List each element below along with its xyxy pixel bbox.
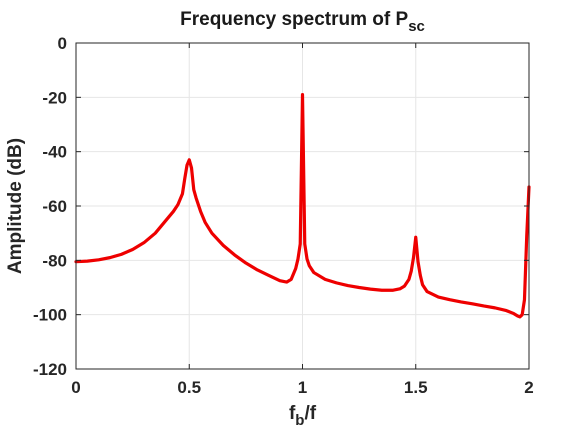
y-tick-label: -120 [33,360,67,379]
data-point [256,269,258,271]
data-point [297,258,299,260]
y-tick-label: -40 [42,143,67,162]
chart-title-subscript: sc [408,18,425,35]
data-point [369,288,372,290]
x-axis-label-subscript: b [295,412,304,429]
y-tick-labels: 0 -20 -40 -60 -80 -100 -120 [33,34,67,379]
data-point [211,232,213,234]
data-point [523,299,526,301]
data-point [313,271,315,274]
data-point [177,204,179,206]
data-point [306,258,308,260]
data-point [188,159,190,161]
axis-ticks [75,42,530,370]
x-axis-label-suffix: /f [304,403,316,424]
data-point [324,278,326,280]
data-point [358,286,360,289]
data-point [392,289,394,291]
data-point [172,210,174,213]
data-point [512,312,514,314]
x-tick-labels: 0 0.5 1 1.5 2 [71,378,533,397]
data-point [460,301,462,303]
x-tick-label: 1 [298,378,307,397]
y-axis-label: Amplitude (dB) [5,138,26,274]
chart-title: Frequency spectrum of Psc [180,9,425,35]
y-tick-label: -20 [42,88,67,107]
x-tick-label: 0 [71,378,80,397]
x-tick-label: 2 [524,378,533,397]
x-tick-label: 0.5 [177,378,201,397]
data-point [222,244,224,246]
data-point [98,259,100,261]
data-point [301,94,304,96]
data-point [193,189,195,191]
data-point [267,274,270,276]
data-point [290,278,292,280]
data-point [410,270,412,272]
data-point [308,265,310,267]
y-tick-label: -80 [42,251,67,270]
data-points [75,94,530,318]
data-point [245,262,247,264]
data-point [143,242,145,244]
data-point [166,218,168,221]
data-point [154,232,156,234]
y-tick-label: -100 [33,306,67,325]
data-point [449,299,451,301]
data-point [408,278,410,280]
x-axis-label: fb/f [289,403,317,429]
data-point [120,253,122,255]
data-point [204,221,206,223]
data-point [517,315,519,317]
data-point [347,284,349,287]
data-point [195,197,197,199]
data-point [483,305,485,307]
data-point [132,248,134,251]
data-point [304,243,306,245]
data-point [299,243,301,245]
data-point [426,290,428,293]
data-point [526,235,528,237]
data-point [417,261,419,263]
spectrum-line [74,93,531,319]
data-point [519,316,521,318]
x-tick-label: 1.5 [404,378,428,397]
data-point [199,210,202,213]
data-point [286,281,288,283]
data-point [181,193,184,195]
data-point [471,303,473,305]
data-point [184,178,186,180]
y-tick-label: -60 [42,197,67,216]
data-point [399,288,401,290]
data-point [279,280,281,282]
data-point [86,260,88,262]
data-point [505,309,507,312]
data-point [403,285,406,287]
y-tick-label: 0 [58,34,67,53]
data-point [521,314,523,316]
chart-title-main: Frequency spectrum of P [180,9,408,30]
data-point [437,296,439,298]
data-point [415,236,417,238]
data-point [186,164,188,166]
data-point [381,289,383,291]
data-point [109,257,111,259]
data-point [421,284,424,286]
data-point [335,282,338,284]
data-point [295,267,297,270]
data-point [190,167,193,169]
x-axis-label-main: f [289,403,296,424]
data-point [494,307,496,309]
data-point [412,257,415,259]
data-point [233,254,236,256]
data-point [419,274,421,276]
